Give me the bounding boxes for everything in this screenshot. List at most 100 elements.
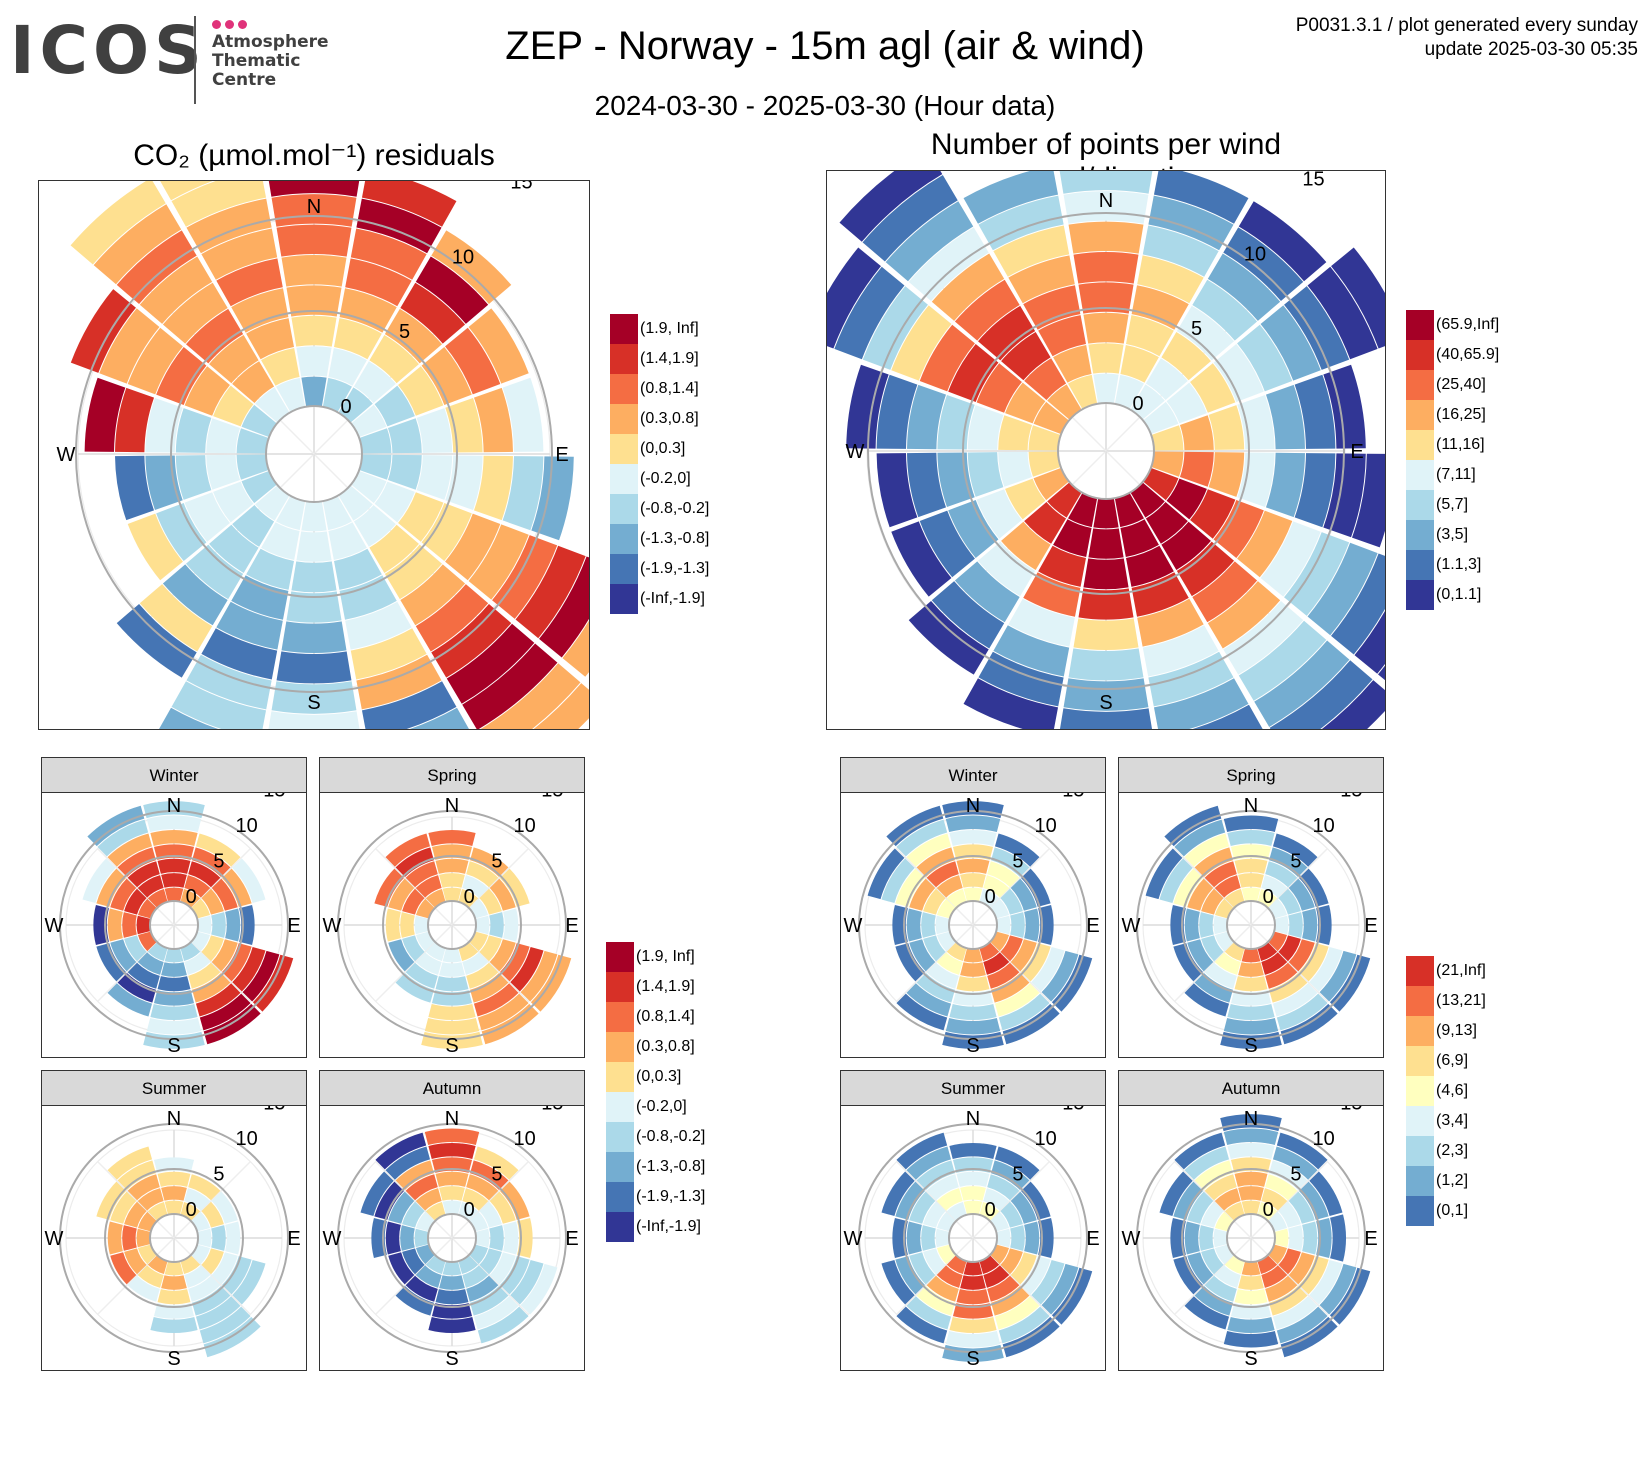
speed-tick-label: 0 [186,1199,197,1221]
heatmap-cell [1269,1160,1308,1190]
heatmap-cell [977,541,1036,597]
heatmap-cell [206,418,241,454]
heatmap-cell [876,453,918,528]
heatmap-cell [1041,950,1079,1002]
heatmap-cell [993,625,1070,677]
heatmap-cell [385,908,401,942]
grid-spoke [1174,1237,1252,1315]
heatmap-cell [462,875,489,898]
heatmap-cell [1021,1256,1051,1295]
heatmap-cell [137,1265,164,1288]
heatmap-cell [385,1221,401,1255]
grid-spoke [972,1161,1050,1239]
heatmap-cell [442,887,462,902]
compass-label: N [966,795,980,817]
heatmap-cell [1159,858,1193,904]
heatmap-cell [442,948,462,963]
page-title: ZEP - Norway - 15m agl (air & wind) [505,24,1145,68]
heatmap-cell [1078,588,1134,620]
heatmap-cell [232,505,275,547]
compass-label: E [565,915,578,937]
heatmap-cell [236,428,269,454]
compass-label: W [844,1228,863,1250]
heatmap-cell [127,513,183,581]
heatmap-cell [446,623,535,704]
heatmap-cell [994,833,1040,867]
legend-swatch [606,1182,634,1212]
legend-label: (1.9, Inf] [640,320,699,337]
heatmap-cell [956,1171,990,1187]
heatmap-cell [164,948,184,963]
heatmap-cell [1028,425,1061,451]
heatmap-cell [211,1191,238,1224]
heatmap-cell [945,1017,1001,1035]
grid-spoke [1250,1237,1328,1315]
legend-swatch [610,404,638,434]
legend-label: (16,25] [1436,406,1486,423]
heatmap-cell [963,165,1059,224]
heatmap-cell [896,819,948,857]
heatmap-cell [124,1248,147,1275]
heatmap-cell [906,833,952,867]
heatmap-cell [909,1252,936,1285]
legend-label: (0,1] [1436,1202,1469,1219]
heatmap-cell [291,561,337,593]
heatmap-cell [1276,993,1328,1031]
compass-label: S [1244,1035,1257,1057]
heatmap-cell [510,1259,544,1305]
heatmap-cell [225,908,241,942]
heatmap-cell [1260,521,1321,597]
heatmap-cell [942,801,1004,819]
heatmap-cell [936,875,963,898]
grid-spoke [173,1161,251,1239]
heatmap-cell [1078,282,1134,314]
heatmap-cell [1184,1146,1230,1180]
heatmap-cell [1031,946,1065,992]
legend-label: (4,6] [1436,1082,1469,1099]
speed-tick-label: 15 [1340,793,1362,802]
heatmap-cell [184,492,230,542]
heatmap-cell [1278,1201,1301,1228]
heatmap-cell [963,1200,983,1215]
heatmap-cell [916,847,955,877]
legend-swatch [1406,430,1434,460]
speed-ring [149,900,199,950]
heatmap-cell [416,408,453,453]
heatmap-cell [388,1191,415,1224]
heatmap-cell [1265,384,1305,450]
heatmap-cell [122,912,137,938]
legend-label: (0,1.1] [1436,586,1482,603]
heatmap-cell [445,327,501,395]
heatmap-cell [1093,373,1119,404]
heatmap-cell [1299,1181,1329,1220]
count-winter-panel: 05 10 15 N E S W [840,780,1106,1058]
speed-ring [1057,402,1155,500]
heatmap-cell [385,1146,431,1180]
heatmap-cell [909,878,936,911]
heatmap-cell [500,1181,530,1220]
speed-ring [948,1213,998,1263]
heatmap-cell [1237,394,1275,450]
heatmap-cell [216,258,283,307]
heatmap-cell [1276,1306,1328,1344]
co2-autumn-polar: 05 10 15 N E S W [323,1093,579,1371]
heatmap-cell [1068,221,1144,254]
legend-label: (0.3,0.8] [640,410,699,427]
heatmap-cell [936,952,963,975]
heatmap-cell [489,1225,504,1251]
heatmap-cell [1187,939,1214,972]
heatmap-cell [1309,946,1343,992]
heatmap-cell [935,1228,950,1248]
heatmap-cell [489,1252,516,1285]
heatmap-cell [1213,915,1228,935]
heatmap-cell [945,1330,1001,1348]
heatmap-cell [369,524,419,573]
heatmap-cell [161,873,187,888]
speed-ring [265,405,363,503]
heatmap-cell [1278,935,1301,962]
compass-label: W [323,1228,342,1250]
heatmap-cell [908,600,989,675]
heatmap-cell [405,1174,438,1201]
heatmap-cell [960,1275,986,1290]
heatmap-cell [117,847,156,877]
